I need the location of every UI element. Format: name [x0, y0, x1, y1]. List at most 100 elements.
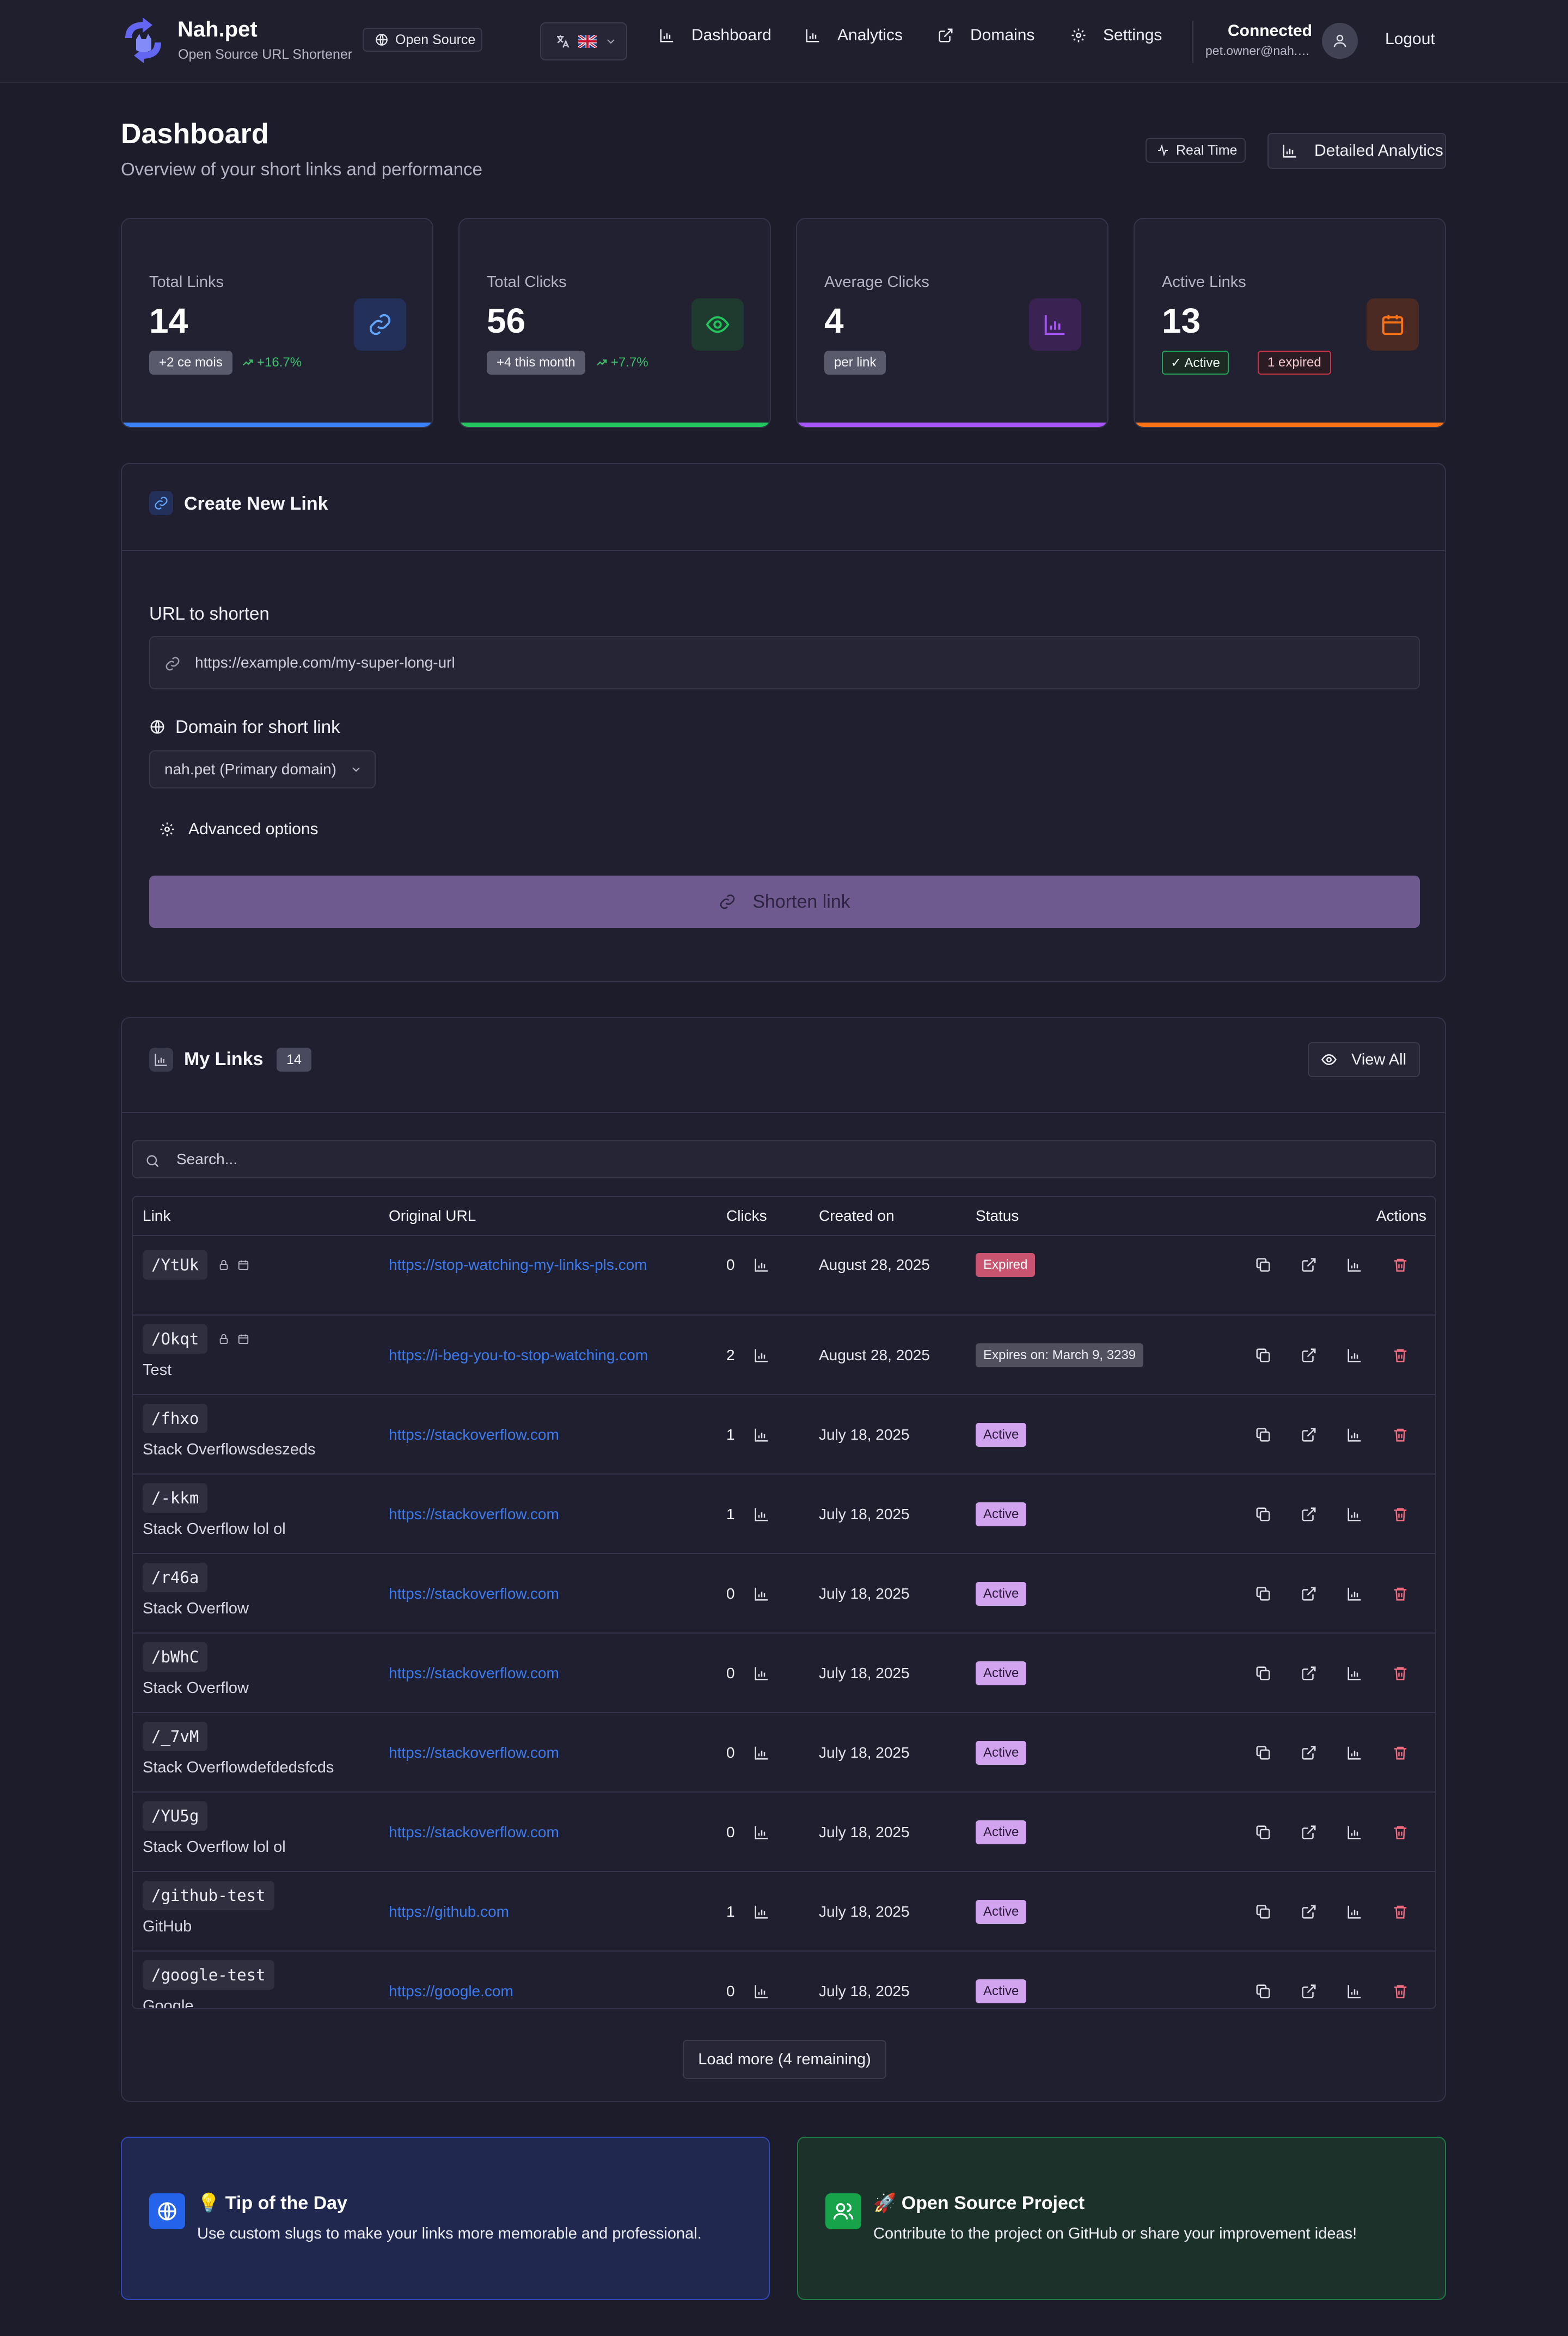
bar-chart-icon[interactable] — [754, 1506, 770, 1522]
nav-analytics[interactable]: Analytics — [805, 26, 903, 45]
external-link-icon[interactable] — [1298, 1980, 1320, 2002]
copy-icon[interactable] — [1252, 1901, 1274, 1923]
copy-icon[interactable] — [1252, 1742, 1274, 1764]
trash-icon[interactable] — [1389, 1742, 1411, 1764]
top-navigation: Nah.pet Open Source URL Shortener Open S… — [0, 0, 1568, 83]
logout-button[interactable]: Logout — [1385, 30, 1435, 48]
logo-icon[interactable] — [121, 17, 166, 63]
bar-chart-icon[interactable] — [1344, 1662, 1365, 1684]
trash-icon[interactable] — [1389, 1662, 1411, 1684]
short-slug[interactable]: /fhxo — [143, 1404, 208, 1433]
bar-chart-icon[interactable] — [1344, 1742, 1365, 1764]
trash-icon[interactable] — [1389, 1583, 1411, 1605]
nav-dashboard-label: Dashboard — [691, 26, 771, 44]
detailed-analytics-button[interactable]: Detailed Analytics — [1267, 133, 1446, 169]
nav-dashboard[interactable]: Dashboard — [659, 26, 771, 45]
search-field[interactable] — [132, 1140, 1436, 1178]
bar-chart-icon[interactable] — [754, 1257, 770, 1273]
original-url-link[interactable]: https://stackoverflow.com — [389, 1506, 559, 1522]
original-url-link[interactable]: https://i-beg-you-to-stop-watching.com — [389, 1347, 648, 1363]
create-link-panel: Create New Link URL to shorten Domain fo… — [121, 463, 1446, 982]
avatar[interactable] — [1322, 23, 1358, 59]
short-slug[interactable]: /_7vM — [143, 1722, 208, 1751]
bar-chart-icon[interactable] — [1344, 1901, 1365, 1923]
bar-chart-icon[interactable] — [1344, 1980, 1365, 2002]
bar-chart-icon[interactable] — [754, 1824, 770, 1840]
brand-tagline: Open Source URL Shortener — [178, 47, 353, 62]
copy-icon[interactable] — [1252, 1503, 1274, 1525]
original-url-link[interactable]: https://stackoverflow.com — [389, 1665, 559, 1681]
trash-icon[interactable] — [1389, 1424, 1411, 1446]
external-link-icon[interactable] — [1298, 1901, 1320, 1923]
bar-chart-icon[interactable] — [1344, 1254, 1365, 1276]
copy-icon[interactable] — [1252, 1980, 1274, 2002]
trash-icon[interactable] — [1389, 1980, 1411, 2002]
brand-name[interactable]: Nah.pet — [177, 17, 258, 41]
nav-settings[interactable]: Settings — [1070, 26, 1162, 45]
copy-icon[interactable] — [1252, 1583, 1274, 1605]
copy-icon[interactable] — [1252, 1662, 1274, 1684]
short-slug[interactable]: /google-test — [143, 1960, 274, 1990]
original-url-link[interactable]: https://github.com — [389, 1903, 510, 1920]
external-link-icon[interactable] — [1298, 1742, 1320, 1764]
bar-chart-icon[interactable] — [1344, 1424, 1365, 1446]
bar-chart-icon[interactable] — [1344, 1821, 1365, 1843]
load-more-button[interactable]: Load more (4 remaining) — [683, 2040, 886, 2079]
trash-icon[interactable] — [1389, 1254, 1411, 1276]
original-url-link[interactable]: https://stackoverflow.com — [389, 1744, 559, 1761]
bar-chart-icon[interactable] — [1344, 1344, 1365, 1366]
external-link-icon[interactable] — [1298, 1344, 1320, 1366]
bar-chart-icon[interactable] — [754, 1427, 770, 1443]
short-slug[interactable]: /github-test — [143, 1881, 274, 1910]
short-slug[interactable]: /Okqt — [143, 1324, 208, 1354]
open-source-text: Contribute to the project on GitHub or s… — [873, 2225, 1357, 2242]
external-link-icon[interactable] — [1298, 1254, 1320, 1276]
original-url-link[interactable]: https://stackoverflow.com — [389, 1824, 559, 1840]
original-url-link[interactable]: https://stop-watching-my-links-pls.com — [389, 1256, 647, 1273]
external-link-icon[interactable] — [1298, 1662, 1320, 1684]
advanced-options-toggle[interactable]: Advanced options — [159, 820, 318, 839]
nav-domains[interactable]: Domains — [938, 26, 1034, 45]
click-count: 0 — [726, 1983, 735, 1999]
bar-chart-icon[interactable] — [1344, 1503, 1365, 1525]
url-input[interactable] — [194, 637, 1392, 688]
short-slug[interactable]: /YU5g — [143, 1801, 208, 1831]
shorten-link-label: Shorten link — [752, 891, 850, 912]
trash-icon[interactable] — [1389, 1821, 1411, 1843]
trash-icon[interactable] — [1389, 1503, 1411, 1525]
bar-chart-icon[interactable] — [754, 1983, 770, 1999]
view-all-button[interactable]: View All — [1308, 1042, 1420, 1077]
bar-chart-icon[interactable] — [754, 1347, 770, 1363]
original-url-link[interactable]: https://stackoverflow.com — [389, 1426, 559, 1443]
domain-select-value: nah.pet (Primary domain) — [164, 761, 336, 778]
domain-select[interactable]: nah.pet (Primary domain) — [149, 750, 376, 788]
original-url-link[interactable]: https://stackoverflow.com — [389, 1585, 559, 1602]
external-link-icon[interactable] — [1298, 1503, 1320, 1525]
trash-icon[interactable] — [1389, 1901, 1411, 1923]
shorten-link-button[interactable]: Shorten link — [149, 876, 1420, 928]
url-field[interactable] — [149, 636, 1420, 689]
copy-icon[interactable] — [1252, 1254, 1274, 1276]
copy-icon[interactable] — [1252, 1821, 1274, 1843]
globe-icon — [375, 33, 389, 47]
search-input[interactable] — [175, 1141, 1400, 1177]
click-count: 0 — [726, 1665, 735, 1681]
bar-chart-icon[interactable] — [754, 1904, 770, 1920]
trash-icon[interactable] — [1389, 1344, 1411, 1366]
external-link-icon[interactable] — [1298, 1583, 1320, 1605]
stat-pill: +4 this month — [487, 351, 585, 375]
short-slug[interactable]: /r46a — [143, 1563, 208, 1592]
bar-chart-icon[interactable] — [754, 1665, 770, 1681]
copy-icon[interactable] — [1252, 1424, 1274, 1446]
short-slug[interactable]: /bWhC — [143, 1642, 208, 1672]
language-selector[interactable] — [540, 22, 627, 60]
external-link-icon[interactable] — [1298, 1424, 1320, 1446]
short-slug[interactable]: /-kkm — [143, 1483, 208, 1513]
bar-chart-icon[interactable] — [754, 1745, 770, 1761]
bar-chart-icon[interactable] — [1344, 1583, 1365, 1605]
copy-icon[interactable] — [1252, 1344, 1274, 1366]
short-slug[interactable]: /YtUk — [143, 1250, 208, 1280]
external-link-icon[interactable] — [1298, 1821, 1320, 1843]
original-url-link[interactable]: https://google.com — [389, 1983, 513, 1999]
bar-chart-icon[interactable] — [754, 1586, 770, 1602]
